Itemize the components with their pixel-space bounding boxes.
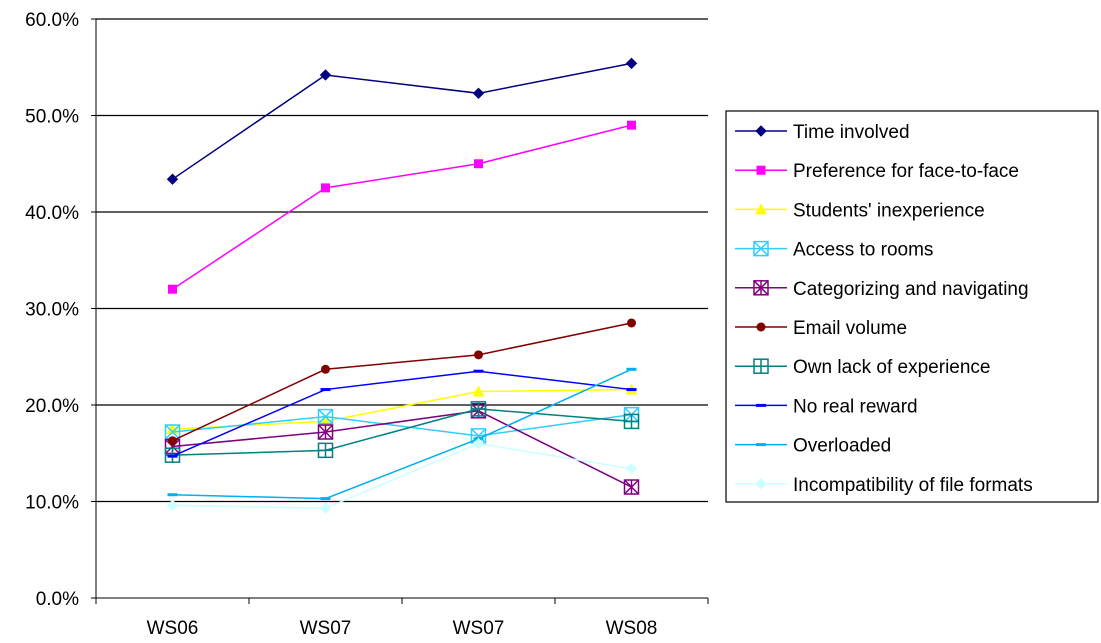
series-2	[168, 120, 636, 294]
legend-item: Own lack of experience	[735, 357, 991, 378]
series-10	[166, 437, 638, 514]
legend-item: Overloaded	[735, 436, 891, 457]
legend-item: Email volume	[735, 318, 907, 339]
legend-item: Time involved	[735, 122, 910, 143]
y-tick-label: 40.0%	[25, 203, 79, 224]
data-point	[168, 284, 177, 294]
series-line	[172, 413, 632, 437]
axes	[91, 18, 709, 604]
data-point	[755, 478, 767, 490]
legend-label: Students' inexperience	[793, 200, 985, 221]
x-tick-label: WS08	[606, 618, 658, 639]
x-tick-label: WS07	[453, 618, 505, 639]
data-point	[756, 443, 766, 447]
series-5	[164, 403, 640, 495]
data-point	[472, 87, 485, 100]
legend-label: Time involved	[793, 122, 910, 143]
legend-label: Email volume	[793, 318, 907, 339]
x-tick-label: WS06	[147, 618, 199, 639]
data-point	[321, 183, 330, 193]
y-axis-tick-labels: 0.0% 10.0% 20.0% 30.0% 40.0% 50.0% 60.0%	[25, 10, 79, 610]
data-point	[472, 385, 485, 397]
legend-label: Preference for face-to-face	[793, 161, 1019, 182]
y-tick-label: 20.0%	[25, 396, 79, 417]
x-axis-tick-labels: WS06 WS07 WS07 WS08	[147, 618, 658, 639]
series-1	[166, 57, 638, 185]
legend-label: Overloaded	[793, 436, 891, 457]
y-tick-label: 30.0%	[25, 300, 79, 321]
data-point	[320, 497, 331, 501]
series-8	[167, 369, 637, 458]
series-9	[167, 367, 637, 501]
series-line	[172, 370, 632, 457]
data-point	[319, 502, 332, 514]
data-point	[474, 159, 483, 169]
series-line	[172, 408, 632, 456]
data-point	[319, 69, 332, 81]
data-point	[623, 479, 640, 495]
y-tick-label: 50.0%	[25, 107, 79, 128]
data-point	[753, 280, 769, 296]
data-point	[320, 388, 331, 392]
data-point	[626, 367, 637, 371]
series-line	[172, 410, 632, 488]
legend-item: Access to rooms	[735, 240, 933, 261]
data-point	[321, 364, 330, 374]
legend-item: No real reward	[735, 396, 918, 417]
legend-item: Preference for face-to-face	[735, 161, 1019, 182]
data-point	[625, 57, 638, 70]
data-point	[167, 493, 178, 497]
data-point	[756, 403, 766, 407]
x-tick-label: WS07	[300, 618, 352, 639]
series-line	[172, 442, 632, 510]
series-4	[164, 406, 640, 444]
data-point	[753, 240, 769, 257]
data-point	[755, 125, 767, 137]
series-line	[172, 322, 632, 442]
data-point	[627, 318, 636, 328]
series-6	[168, 318, 636, 446]
data-point	[168, 436, 177, 446]
gridlines	[96, 18, 708, 503]
data-point	[166, 173, 179, 185]
series-line	[172, 388, 632, 430]
data-point	[317, 424, 334, 440]
data-point	[470, 401, 487, 417]
legend: Time involved Preference for face-to-face…	[725, 110, 1099, 503]
series-group	[164, 57, 640, 514]
data-point	[625, 462, 638, 475]
data-point	[166, 499, 179, 512]
y-tick-label: 10.0%	[25, 493, 79, 514]
y-tick-label: 60.0%	[25, 10, 79, 31]
legend-item: Categorizing and navigating	[735, 279, 1029, 300]
legend-label: Categorizing and navigating	[793, 279, 1029, 300]
data-point	[474, 350, 483, 360]
y-tick-label: 0.0%	[36, 589, 79, 610]
data-point	[755, 203, 767, 215]
data-point	[753, 358, 769, 374]
legend-label: No real reward	[793, 396, 918, 417]
data-point	[167, 454, 178, 458]
data-point	[623, 413, 640, 430]
data-point	[472, 437, 485, 450]
data-point	[627, 120, 636, 130]
legend-label: Incompatibility of file formats	[793, 475, 1033, 496]
legend-item: Incompatibility of file formats	[735, 475, 1033, 496]
data-point	[317, 408, 334, 425]
legend-label: Access to rooms	[793, 240, 933, 261]
legend-label: Own lack of experience	[793, 357, 991, 378]
legend-box	[725, 110, 1099, 503]
series-line	[172, 124, 632, 290]
data-point	[317, 442, 334, 459]
series-line	[172, 368, 632, 500]
data-point	[473, 369, 484, 373]
series-line	[172, 62, 632, 180]
data-point	[756, 322, 766, 332]
legend-item: Students' inexperience	[735, 200, 985, 221]
data-point	[626, 388, 637, 392]
data-point	[756, 165, 766, 175]
